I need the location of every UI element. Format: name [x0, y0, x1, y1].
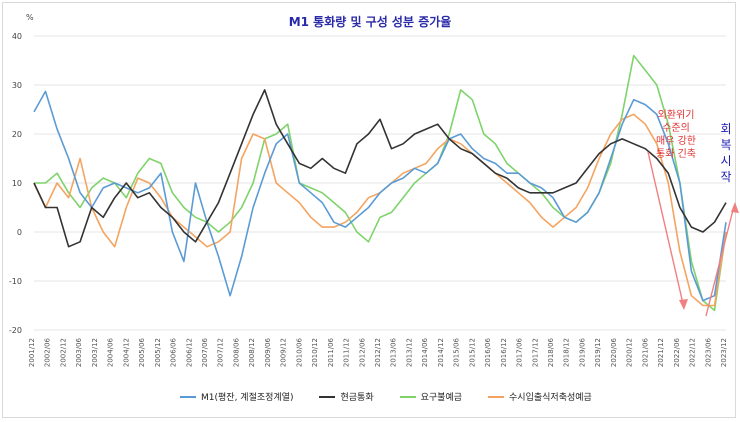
x-tick-label: 2013/06	[390, 337, 398, 367]
y-tick-label: 30	[12, 81, 22, 90]
y-tick-label: 40	[12, 32, 22, 41]
x-tick-label: 2003/06	[75, 337, 83, 367]
annotation-recovery-line: 회	[720, 122, 731, 136]
x-tick-label: 2007/12	[217, 338, 225, 367]
x-tick-label: 2002/06	[44, 337, 52, 367]
x-tick-label: 2014/12	[437, 338, 445, 367]
y-tick-label: 20	[12, 130, 22, 139]
x-tick-label: 2011/06	[327, 337, 335, 367]
recovery-arrow-shaft	[705, 205, 735, 317]
x-tick-label: 2014/06	[421, 337, 429, 367]
x-tick-label: 2020/12	[626, 338, 634, 367]
legend-item-m1: M1(평잔, 계절조정계열)	[180, 390, 293, 403]
legend-swatch-currency	[319, 395, 336, 398]
series-line-savings-deposits	[33, 113, 727, 307]
y-tick-label: -20	[9, 326, 22, 335]
x-tick-label: 2010/12	[311, 338, 319, 367]
x-tick-label: 2009/06	[264, 337, 272, 367]
recovery-arrow-head	[731, 202, 739, 213]
chart-legend: M1(평잔, 계절조정계열) 현금통화 요구불예금 수시입출식저축성예금	[180, 390, 592, 403]
y-tick-label: -10	[9, 277, 22, 286]
x-tick-label: 2003/12	[91, 338, 99, 367]
x-tick-label: 2017/06	[516, 337, 524, 367]
legend-swatch-demand-deposits	[399, 395, 416, 398]
legend-swatch-savings-deposits	[488, 395, 505, 398]
legend-swatch-m1	[180, 395, 196, 398]
x-tick-label: 2012/06	[358, 337, 366, 367]
tightening-arrow-shaft	[647, 151, 685, 309]
x-tick-label: 2004/06	[107, 337, 115, 367]
annotation-recovery-line: 작	[720, 170, 731, 184]
x-tick-label: 2016/12	[500, 338, 508, 367]
x-tick-label: 2018/12	[563, 338, 571, 367]
legend-item-currency: 현금통화	[319, 390, 374, 403]
x-tick-label: 2009/12	[280, 338, 288, 367]
annotation-tightening-line: 매우 강한	[656, 135, 696, 147]
x-tick-label: 2006/12	[185, 338, 193, 367]
x-tick-label: 2023/06	[704, 337, 712, 367]
x-tick-label: 2020/06	[610, 337, 618, 367]
x-tick-label: 2021/06	[641, 337, 649, 367]
series-line-m1	[33, 90, 727, 302]
x-tick-label: 2002/12	[59, 338, 67, 367]
x-tick-label: 2019/12	[594, 338, 602, 367]
x-tick-label: 2007/06	[201, 337, 209, 367]
x-tick-label: 2015/12	[468, 338, 476, 367]
legend-label-m1: M1(평잔, 계절조정계열)	[201, 393, 294, 403]
x-tick-label: 2019/06	[578, 337, 586, 367]
x-tick-label: 2001/12	[28, 338, 36, 367]
x-tick-label: 2010/06	[295, 337, 303, 367]
annotation-tightening-line: 외환위기	[658, 108, 695, 121]
x-tick-label: 2015/06	[453, 337, 461, 367]
annotation-recovery-line: 복	[720, 138, 731, 152]
series-line-currency	[33, 89, 727, 248]
series-line-demand-deposits	[34, 54, 727, 312]
x-tick-label: 2004/12	[122, 338, 130, 367]
y-tick-label: 10	[12, 179, 22, 188]
y-tick-label: 0	[17, 228, 22, 237]
x-tick-label: 2018/06	[547, 337, 555, 367]
x-tick-label: 2005/12	[154, 338, 162, 367]
legend-label-savings-deposits: 수시입출식저축성예금	[509, 393, 592, 403]
x-tick-label: 2012/12	[374, 338, 382, 367]
x-tick-label: 2011/12	[343, 338, 351, 367]
x-tick-label: 2021/12	[657, 338, 665, 367]
tightening-arrow-head	[679, 299, 688, 310]
y-axis-unit: %	[26, 13, 34, 22]
legend-label-demand-deposits: 요구불예금	[420, 393, 463, 403]
x-tick-label: 2008/06	[232, 337, 240, 367]
x-tick-label: 2006/06	[170, 337, 178, 367]
x-tick-label: 2013/12	[405, 338, 413, 367]
annotation-recovery-line: 시	[720, 154, 731, 168]
annotation-tightening-line: 수준의	[662, 122, 690, 134]
x-tick-label: 2022/12	[689, 338, 697, 367]
x-tick-label: 2022/06	[673, 337, 681, 367]
x-tick-label: 2005/06	[138, 337, 146, 367]
legend-item-demand-deposits: 요구불예금	[399, 390, 463, 403]
x-tick-label: 2016/06	[484, 337, 492, 367]
annotation-tightening: 외환위기 수준의 매우 강한 통화 긴축	[656, 108, 696, 160]
annotation-tightening-line: 통화 긴축	[656, 148, 696, 160]
x-tick-label: 2017/12	[531, 338, 539, 367]
legend-item-savings-deposits: 수시입출식저축성예금	[488, 390, 592, 403]
legend-label-currency: 현금통화	[340, 393, 374, 403]
chart-title: M1 통화량 및 구성 성분 증가율	[289, 14, 452, 29]
x-tick-label: 2008/12	[248, 338, 256, 367]
x-tick-label: 2023/12	[720, 338, 728, 367]
